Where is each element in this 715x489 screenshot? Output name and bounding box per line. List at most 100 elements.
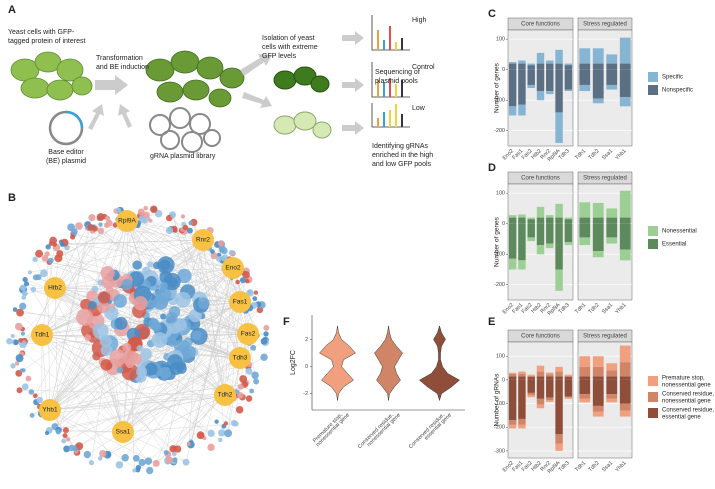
edge	[49, 227, 89, 411]
bar-segment	[555, 379, 563, 435]
network-node	[175, 291, 191, 308]
bar-segment	[564, 397, 573, 399]
bar-segment	[527, 377, 535, 380]
network-node	[246, 289, 254, 297]
bar-segment	[579, 202, 591, 218]
y-axis-title: Number of genes	[494, 216, 501, 267]
bar-segment	[546, 215, 554, 218]
bar-segment	[579, 69, 591, 85]
hub-label: Tdh3	[233, 355, 248, 362]
bar-segment	[606, 69, 618, 85]
bar-segment	[579, 217, 591, 224]
bar-segment	[527, 223, 535, 238]
bar-segment	[555, 376, 563, 380]
network-node	[61, 438, 67, 444]
network-node	[172, 457, 178, 463]
bar-segment	[527, 395, 535, 398]
network-node	[47, 257, 54, 264]
y-tick-label: 0	[502, 377, 505, 383]
network-node	[233, 421, 239, 427]
network-node	[160, 313, 167, 320]
bar-segment	[536, 245, 545, 255]
facet-label: Core functions	[521, 334, 560, 340]
network-node	[172, 445, 177, 451]
network-node	[168, 277, 179, 288]
network-node	[65, 437, 71, 442]
bar-segment	[546, 217, 554, 224]
y-tick-label: 100	[496, 191, 505, 197]
network-node	[121, 454, 129, 462]
network-node	[59, 242, 65, 248]
network-node	[142, 266, 151, 276]
bar-segment	[555, 203, 563, 218]
network-node	[121, 279, 133, 291]
bar-segment	[592, 63, 604, 70]
bar-segment	[619, 37, 631, 64]
step-caption: GFP levels	[262, 53, 297, 60]
hub-label: Tdh2	[218, 392, 233, 399]
bar-segment	[579, 398, 591, 403]
x-tick-label: Tdh3	[558, 460, 571, 473]
edge	[41, 251, 213, 336]
bar-segment	[606, 84, 618, 90]
edge	[49, 392, 237, 411]
network-node	[72, 446, 78, 452]
edge	[184, 231, 226, 396]
network-node	[44, 430, 50, 436]
edge	[9, 341, 124, 433]
bar-segment	[518, 217, 526, 224]
bar-segment	[579, 379, 591, 395]
network-node	[260, 337, 268, 345]
legend-swatch	[648, 226, 658, 236]
y-tick-label: -200	[494, 425, 505, 431]
network-node	[182, 458, 190, 466]
network-node	[154, 209, 163, 218]
network-node	[253, 290, 259, 295]
violin-half	[337, 325, 356, 401]
network-node	[48, 241, 54, 246]
network-node	[235, 405, 244, 414]
y-tick-label: -200	[494, 282, 505, 288]
facet-label: Core functions	[521, 22, 560, 28]
network-node	[75, 222, 83, 230]
network-node	[16, 308, 24, 317]
bar-segment	[527, 217, 535, 220]
bar-segment	[592, 223, 604, 252]
edge	[97, 220, 128, 301]
bar-segment	[555, 443, 563, 451]
legend-label: nonessential gene	[662, 383, 711, 389]
bar-segment	[527, 374, 535, 376]
bar-segment	[564, 63, 573, 66]
network-node	[13, 339, 19, 346]
network-node	[228, 249, 235, 256]
network-node	[114, 316, 128, 330]
y-tick-label: -100	[494, 252, 505, 258]
pool-label: Low	[412, 105, 426, 112]
facet-label: Stress regulated	[583, 22, 627, 28]
bar-segment	[564, 375, 573, 378]
bar-segment	[564, 242, 573, 246]
step-caption: Identifying gRNAs	[372, 143, 429, 150]
network-node	[239, 277, 246, 284]
bar-segment	[564, 219, 573, 224]
legend-label: Conserved residue,	[662, 392, 714, 398]
violin-half	[419, 325, 440, 401]
network-node	[98, 222, 103, 227]
x-tick-label: Tdh2	[588, 148, 601, 161]
legend-swatch	[648, 376, 658, 386]
bar-segment	[606, 394, 618, 399]
x-tick-label: Tdh1	[574, 460, 587, 473]
edge	[122, 309, 261, 433]
network-node	[149, 205, 158, 213]
bar-segment	[508, 376, 517, 380]
edge	[126, 220, 226, 269]
network-node	[136, 345, 143, 352]
network-node	[140, 348, 152, 360]
facet-label: Core functions	[521, 176, 560, 182]
hub-node	[214, 384, 236, 406]
edge	[136, 301, 241, 459]
network-node	[216, 252, 222, 258]
bar-segment	[592, 251, 604, 258]
network-node	[105, 219, 113, 227]
